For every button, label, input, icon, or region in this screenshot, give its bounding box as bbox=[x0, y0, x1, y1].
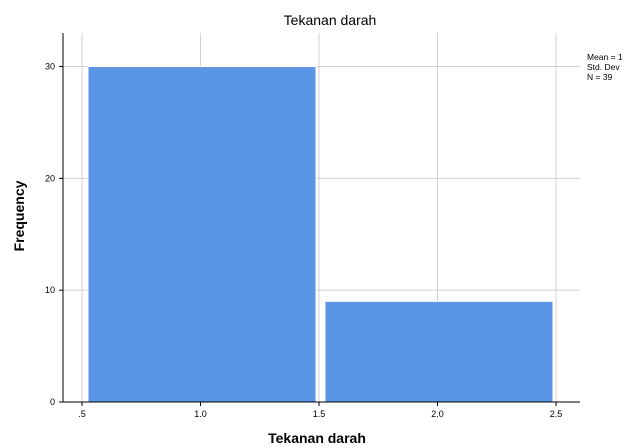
stat-std-dev: Std. Dev bbox=[587, 62, 620, 72]
y-tick-label: 10 bbox=[45, 285, 55, 295]
x-tick-label: 2.0 bbox=[431, 409, 444, 419]
bars bbox=[87, 66, 554, 403]
histogram-bar-2 bbox=[324, 300, 554, 403]
y-tick-label: 30 bbox=[45, 62, 55, 72]
x-axis-title: Tekanan darah bbox=[268, 430, 366, 446]
y-tick-label: 20 bbox=[45, 173, 55, 183]
y-tick-label: 0 bbox=[50, 397, 55, 407]
statistics-legend: Mean = 1 Std. Dev N = 39 bbox=[587, 52, 623, 82]
x-tick-label: 2.5 bbox=[550, 409, 563, 419]
stat-mean: Mean = 1 bbox=[587, 52, 623, 62]
axes bbox=[59, 33, 580, 406]
y-tick-labels: 0 10 20 30 bbox=[45, 62, 55, 407]
chart-title: Tekanan darah bbox=[284, 12, 377, 28]
x-tick-label: 1.0 bbox=[194, 409, 207, 419]
x-tick-label: 1.5 bbox=[313, 409, 326, 419]
stat-n: N = 39 bbox=[587, 72, 613, 82]
y-axis-title: Frequency bbox=[11, 180, 27, 251]
histogram-bar-1 bbox=[87, 66, 317, 403]
x-tick-label: .5 bbox=[78, 409, 86, 419]
x-tick-labels: .5 1.0 1.5 2.0 2.5 bbox=[78, 409, 562, 419]
